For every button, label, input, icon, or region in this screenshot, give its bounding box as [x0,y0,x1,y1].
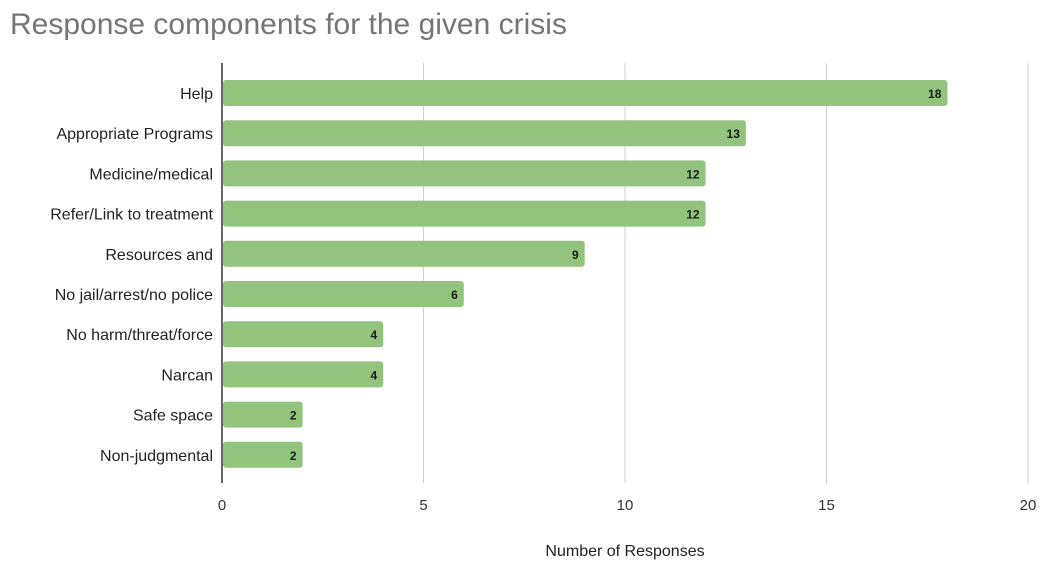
data-label: 12 [686,208,700,222]
data-label: 4 [371,328,378,342]
category-label: Narcan [161,367,213,384]
bar [223,361,384,388]
category-label: No jail/arrest/no police [55,287,213,304]
data-label: 18 [928,87,942,101]
x-tick-label: 0 [218,497,226,514]
data-label: 4 [371,368,378,382]
x-tick-label: 10 [617,497,634,514]
category-label: Non-judgmental [100,448,213,465]
bar [223,281,464,307]
bar [223,240,585,267]
x-tick-label: 15 [818,497,835,514]
category-label: Appropriate Programs [56,126,213,143]
x-tick-labels: 0 5 10 15 20 [218,497,1037,514]
data-label: 12 [686,167,700,181]
category-label: Refer/Link to treatment [50,207,213,224]
category-label: Resources and [105,247,213,264]
category-label: Medicine/medical [89,166,213,183]
x-tick-label: 5 [419,497,427,514]
data-label: 2 [290,409,297,423]
category-label: No harm/threat/force [66,327,213,344]
bar [223,401,303,428]
bar [223,80,948,106]
bars: 18 13 12 12 9 6 4 4 2 2 [223,80,948,468]
bar [223,441,303,468]
bar [223,200,706,227]
category-label: Safe space [133,408,213,425]
chart-title: Response components for the given crisis [10,8,567,41]
bar [223,321,384,348]
x-axis-title: Number of Responses [545,543,704,560]
category-label: Help [180,86,213,103]
data-label: 9 [572,248,579,262]
data-label: 2 [290,449,297,463]
data-label: 13 [727,127,741,141]
x-tick-label: 20 [1020,497,1037,514]
bar [223,160,706,187]
bar [223,120,746,147]
category-labels: Help Appropriate Programs Medicine/medical… [50,86,213,465]
data-label: 6 [451,288,458,302]
